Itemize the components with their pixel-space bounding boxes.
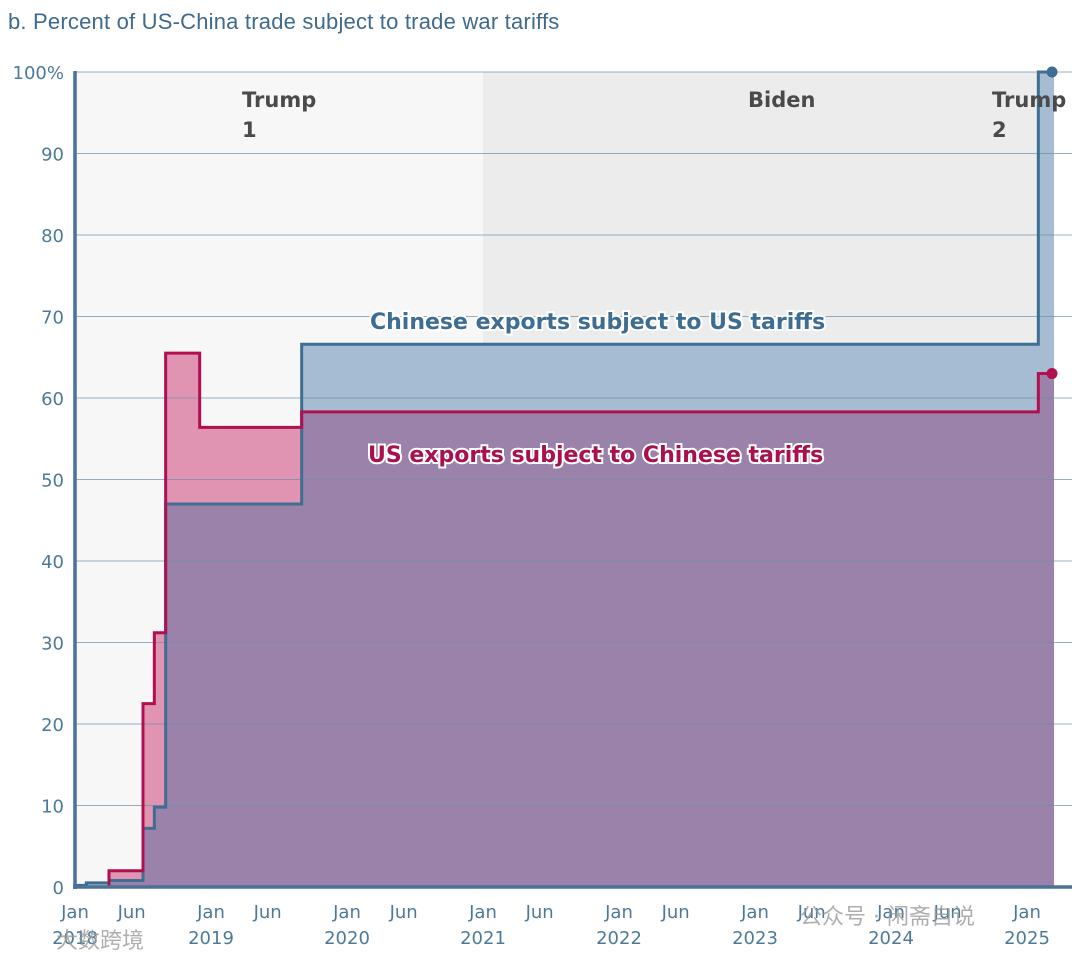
- x-tick-month: Jan: [60, 902, 89, 923]
- x-tick-month: Jun: [661, 902, 690, 923]
- era-label-trump2: Trump: [992, 88, 1066, 112]
- y-axis-ticks: 0 10 20 30 40 50 60 70 80 90 100%: [13, 63, 64, 899]
- y-tick-label: 0: [53, 878, 64, 899]
- x-tick-year: 2022: [596, 928, 642, 949]
- line-chinese-exports: [75, 70, 1054, 887]
- y-tick-label: 40: [41, 552, 64, 573]
- series-label-us-exports: US exports subject to Chinese tariffs: [368, 443, 823, 468]
- x-tick-year: 2019: [188, 928, 234, 949]
- x-tick-year: 2021: [460, 928, 506, 949]
- y-tick-label: 70: [41, 308, 64, 329]
- endpoint-marker-chinese-exports: [1046, 66, 1058, 78]
- gridlines: [75, 71, 1072, 806]
- x-tick-year: 2023: [732, 928, 778, 949]
- era-label-trump1: Trump: [242, 88, 316, 112]
- x-tick-year: 2025: [1004, 928, 1050, 949]
- area-overlap: [75, 353, 1054, 887]
- x-tick-year: 2024: [868, 928, 914, 949]
- x-tick-month: Jun: [797, 902, 826, 923]
- x-tick-month: Jan: [468, 902, 497, 923]
- y-tick-label: 50: [41, 471, 64, 492]
- x-tick-month: Jun: [525, 902, 554, 923]
- series-lines: [75, 66, 1058, 889]
- endpoint-marker-us-exports: [1046, 368, 1058, 380]
- era-label-trump2-number: 2: [992, 118, 1007, 142]
- chart-title: b. Percent of US-China trade subject to …: [8, 9, 560, 34]
- x-tick-month: Jan: [1012, 902, 1041, 923]
- x-tick-month: Jan: [332, 902, 361, 923]
- line-us-exports: [75, 351, 1054, 889]
- x-axis-ticks: Jan 2018 Jun Jan 2019 Jun Jan 2020 Jun Jan 2021 Jun…: [52, 902, 1050, 949]
- x-tick-month: Jan: [876, 902, 905, 923]
- x-tick-month: Jan: [196, 902, 225, 923]
- y-tick-label: 30: [41, 634, 64, 655]
- x-tick-year: 2018: [52, 928, 98, 949]
- x-tick-month: Jun: [933, 902, 962, 923]
- axes: [73, 71, 1072, 889]
- x-tick-year: 2020: [324, 928, 370, 949]
- y-tick-label: 90: [41, 145, 64, 166]
- era-label-trump1-number: 1: [242, 118, 257, 142]
- watermark-left: 大数跨境: [56, 929, 144, 954]
- y-tick-label: 10: [41, 797, 64, 818]
- era-label-biden: Biden: [748, 88, 815, 112]
- x-tick-month: Jan: [604, 902, 633, 923]
- x-tick-month: Jan: [740, 902, 769, 923]
- y-tick-label: 80: [41, 226, 64, 247]
- x-tick-month: Jun: [253, 902, 282, 923]
- y-tick-label: 100%: [13, 63, 64, 84]
- x-tick-month: Jun: [389, 902, 418, 923]
- y-tick-label: 60: [41, 389, 64, 410]
- watermark-right: 公众号 · 闲斋自说: [800, 905, 975, 930]
- y-tick-label: 20: [41, 715, 64, 736]
- series-label-chinese-exports: Chinese exports subject to US tariffs: [370, 310, 825, 335]
- x-tick-month: Jun: [117, 902, 146, 923]
